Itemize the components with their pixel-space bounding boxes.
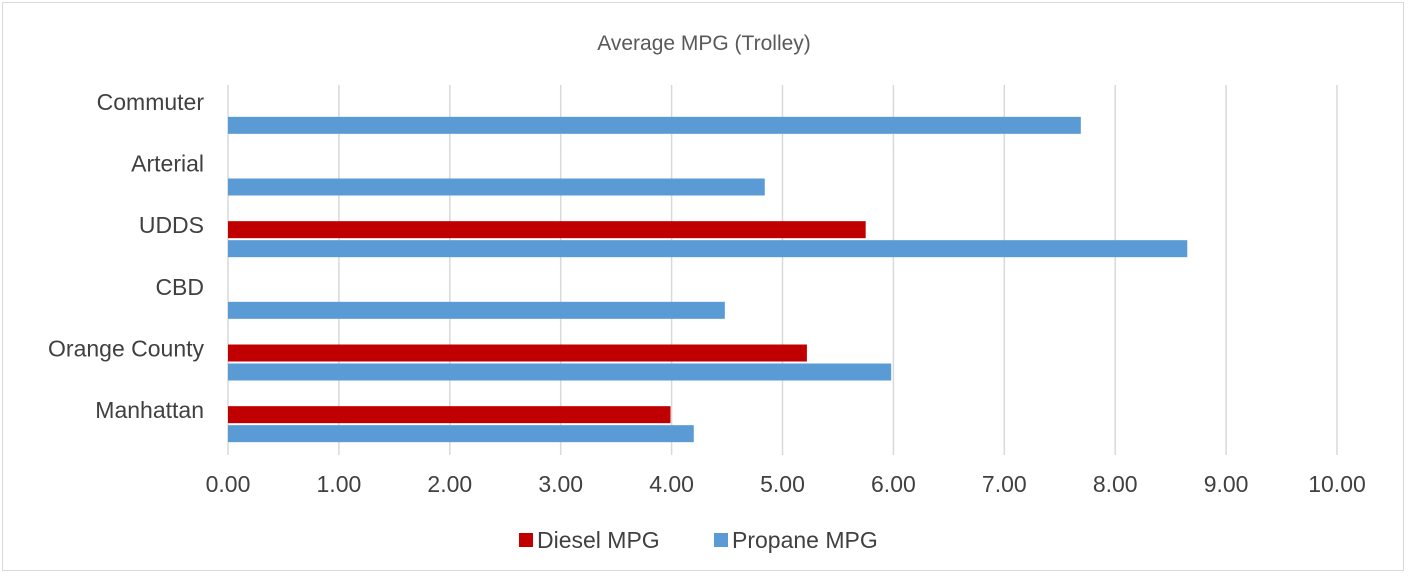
x-tick-labels: 0.00 1.00 2.00 3.00 4.00 5.00 6.00 7.00 8.00 9.00… [206,471,1366,497]
x-tick-label: 1.00 [317,471,362,497]
bar-propane-mpg [228,425,694,443]
bar-propane-mpg [228,363,892,381]
bar-diesel-mpg [228,406,671,424]
gridlines [227,85,1338,455]
x-tick-label: 0.00 [206,471,251,497]
x-tick-label: 8.00 [1093,471,1138,497]
x-tick-label: 7.00 [982,471,1027,497]
legend-label: Propane MPG [732,527,878,553]
bar-propane-mpg [228,178,765,196]
x-tick-label: 4.00 [649,471,694,497]
category-label: Commuter [97,89,205,115]
legend-swatch [519,533,533,547]
legend-label: Diesel MPG [537,527,660,553]
x-tick-label: 2.00 [427,471,472,497]
x-tick-label: 10.00 [1308,471,1366,497]
bar-diesel-mpg [228,221,866,239]
category-labels: Commuter Arterial UDDS CBD Orange County Manh… [48,89,204,423]
x-tick-label: 9.00 [1204,471,1249,497]
x-tick-label: 5.00 [760,471,805,497]
bars [228,116,1188,443]
x-tick-label: 6.00 [871,471,916,497]
legend-swatch [714,533,728,547]
bar-diesel-mpg [228,344,807,362]
category-label: Arterial [131,151,204,177]
category-label: UDDS [139,212,204,238]
bar-propane-mpg [228,301,725,319]
category-label: CBD [155,274,204,300]
chart-title: Average MPG (Trolley) [597,32,811,55]
category-label: Orange County [48,336,204,362]
x-tick-label: 3.00 [538,471,583,497]
category-label: Manhattan [95,397,204,423]
legend: Diesel MPG Propane MPG [519,527,878,553]
bar-propane-mpg [228,240,1188,258]
bar-propane-mpg [228,116,1081,134]
